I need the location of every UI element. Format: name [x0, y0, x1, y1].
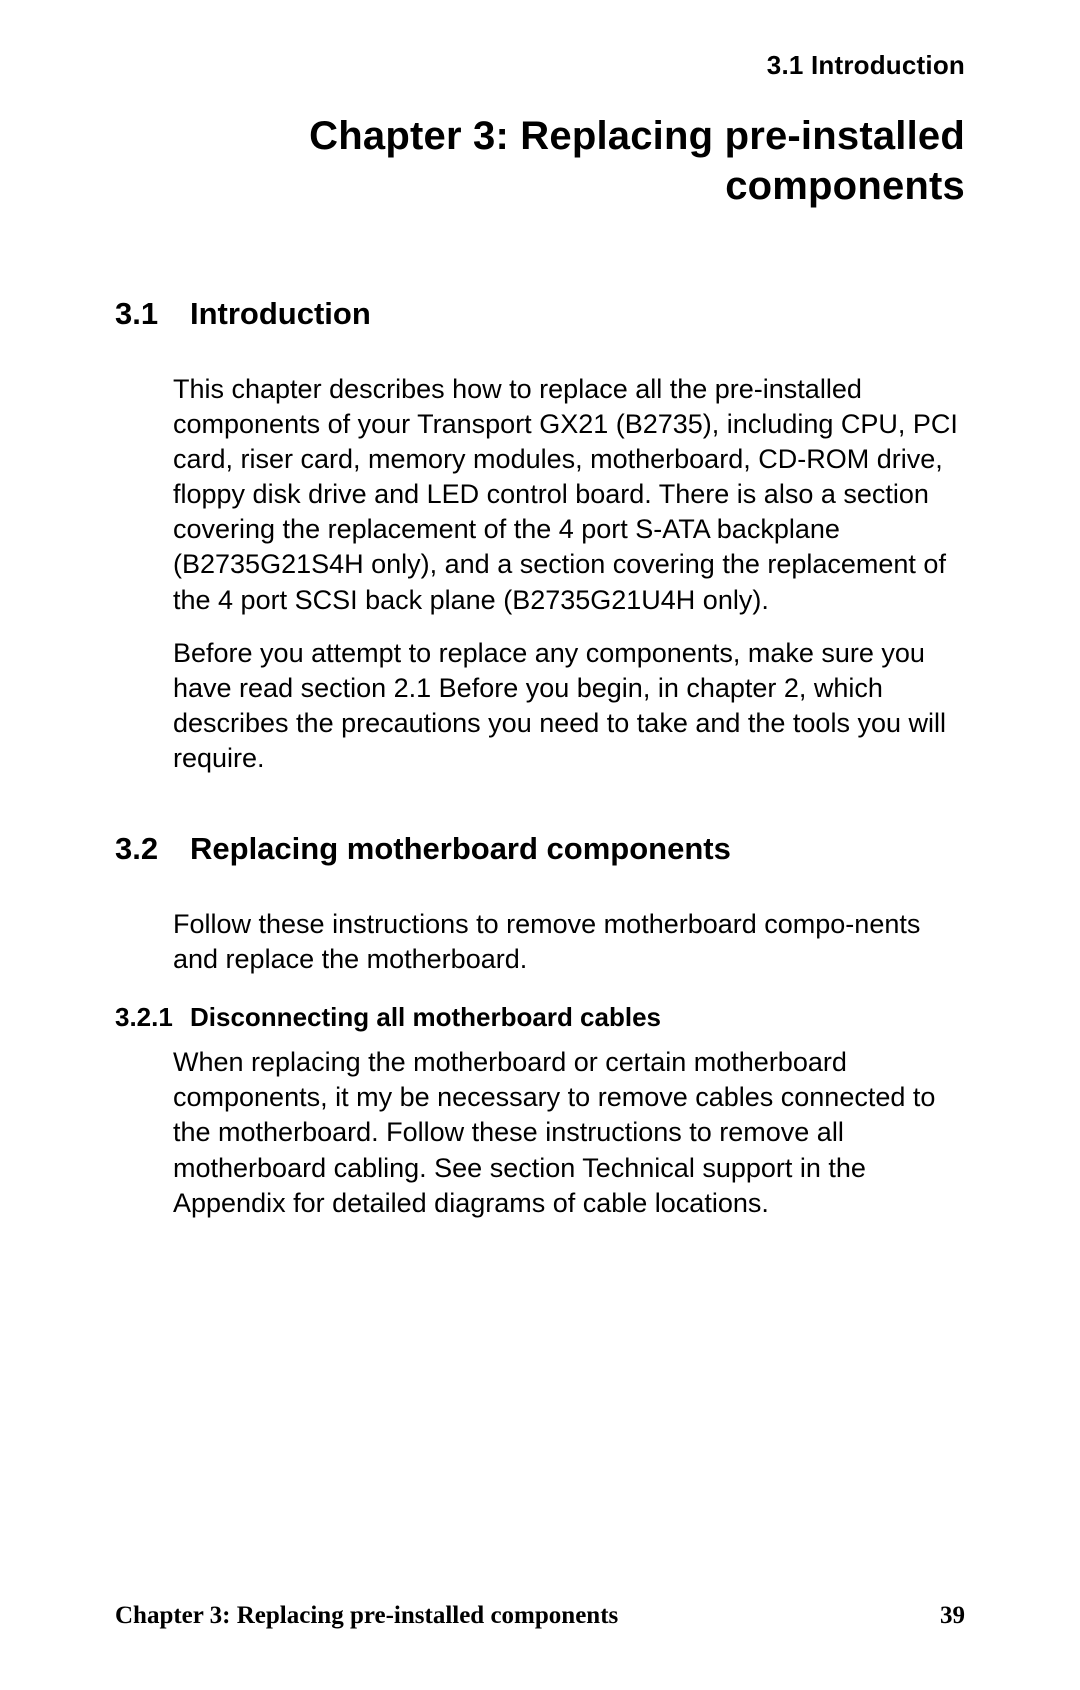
subsection-title: Disconnecting all motherboard cables — [190, 1002, 965, 1033]
subsection-number: 3.2.1 — [115, 1002, 190, 1033]
section-3-1: 3.1 Introduction This chapter describes … — [115, 296, 965, 776]
document-page: 3.1 Introduction Chapter 3: Replacing pr… — [0, 0, 1080, 1690]
body-paragraph: When replacing the motherboard or certai… — [173, 1045, 965, 1220]
footer-page-number: 39 — [940, 1602, 965, 1630]
section-title: Introduction — [190, 296, 965, 332]
page-footer: Chapter 3: Replacing pre-installed compo… — [115, 1602, 965, 1630]
subsection-heading: 3.2.1 Disconnecting all motherboard cabl… — [115, 1002, 965, 1033]
section-3-2: 3.2 Replacing motherboard components Fol… — [115, 831, 965, 1221]
section-number: 3.1 — [115, 296, 190, 332]
chapter-title-line2: components — [725, 164, 965, 208]
section-title: Replacing motherboard components — [190, 831, 965, 867]
section-number: 3.2 — [115, 831, 190, 867]
footer-chapter-label: Chapter 3: Replacing pre-installed compo… — [115, 1602, 618, 1630]
running-header: 3.1 Introduction — [115, 50, 965, 81]
chapter-title-line1: Chapter 3: Replacing pre-installed — [309, 114, 965, 158]
body-paragraph: Before you attempt to replace any compon… — [173, 636, 965, 776]
section-heading: 3.2 Replacing motherboard components — [115, 831, 965, 867]
body-paragraph: This chapter describes how to replace al… — [173, 372, 965, 618]
body-paragraph: Follow these instructions to remove moth… — [173, 907, 965, 977]
chapter-title: Chapter 3: Replacing pre-installed compo… — [115, 111, 965, 211]
section-heading: 3.1 Introduction — [115, 296, 965, 332]
